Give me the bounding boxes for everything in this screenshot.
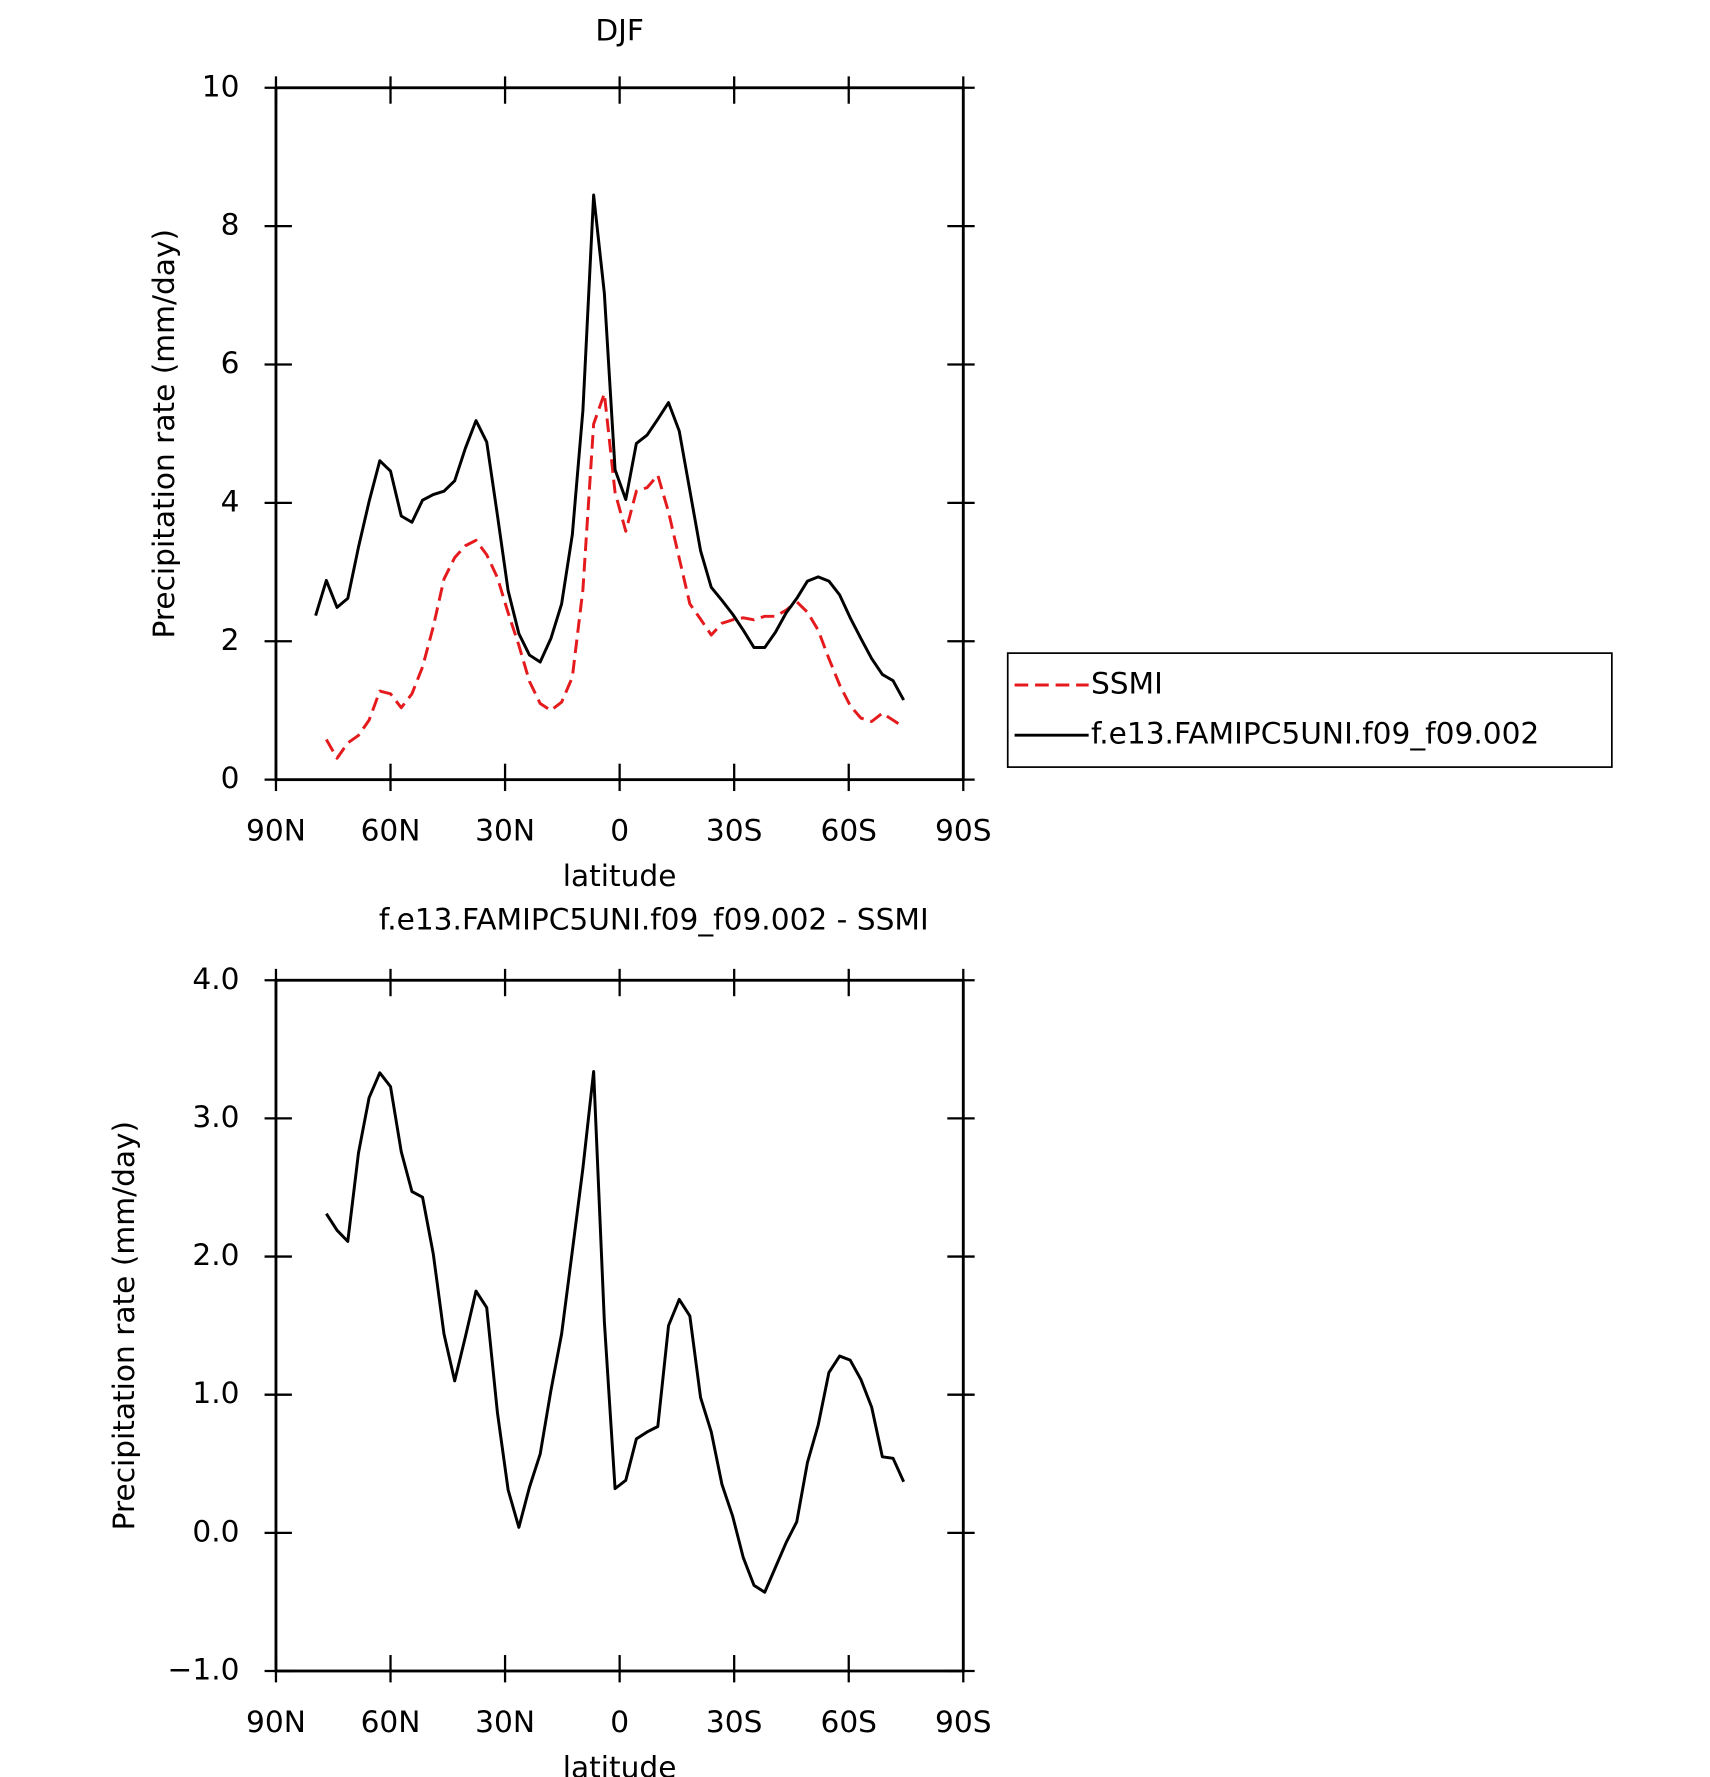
x-tick-label: 60N [361, 813, 421, 848]
chart-title: f.e13.FAMIPC5UNI.f09_f09.002 - SSMI [379, 901, 929, 936]
y-tick-label: 2 [221, 622, 240, 657]
chart-title: DJF [595, 12, 644, 47]
y-tick-label: 8 [221, 207, 240, 242]
plot-frame [274, 86, 965, 782]
x-tick-label: 0 [610, 1704, 629, 1739]
y-tick-label: 4 [221, 483, 240, 518]
data-line [325, 1069, 906, 1594]
x-tick-label: 30N [475, 1704, 535, 1739]
legend-box [1006, 652, 1613, 768]
x-tick-label: 30N [475, 813, 535, 848]
y-tick-label: 0 [221, 760, 240, 795]
x-axis-label: latitude [563, 858, 677, 893]
x-tick-label: 60S [820, 813, 877, 848]
y-tick-label: 3.0 [192, 1099, 239, 1134]
x-tick-label: 60S [820, 1704, 877, 1739]
y-tick-label: 4.0 [192, 961, 239, 996]
x-tick-label: 60N [361, 1704, 421, 1739]
x-tick-label: 90S [935, 813, 992, 848]
y-axis-label: Precipitation rate (mm/day) [106, 1121, 141, 1531]
x-tick-label: 90N [246, 1704, 306, 1739]
y-tick-label: 6 [221, 345, 240, 380]
y-tick-label: 2.0 [192, 1237, 239, 1272]
y-tick-label: 1.0 [192, 1375, 239, 1410]
y-tick-label: 0.0 [192, 1513, 239, 1548]
x-tick-label: 0 [610, 813, 629, 848]
x-tick-label: 30S [706, 813, 763, 848]
plot-frame [274, 978, 965, 1673]
legend-label: f.e13.FAMIPC5UNI.f09_f09.002 [1091, 716, 1539, 751]
data-line [314, 193, 905, 701]
legend-label: SSMI [1091, 666, 1163, 701]
x-tick-label: 90S [935, 1704, 992, 1739]
y-tick-label: −1.0 [168, 1651, 240, 1686]
data-line [325, 392, 905, 760]
x-tick-label: 90N [246, 813, 306, 848]
y-axis-label: Precipitation rate (mm/day) [146, 229, 181, 639]
x-axis-label: latitude [563, 1750, 677, 1777]
y-tick-label: 10 [202, 68, 240, 103]
x-tick-label: 30S [706, 1704, 763, 1739]
